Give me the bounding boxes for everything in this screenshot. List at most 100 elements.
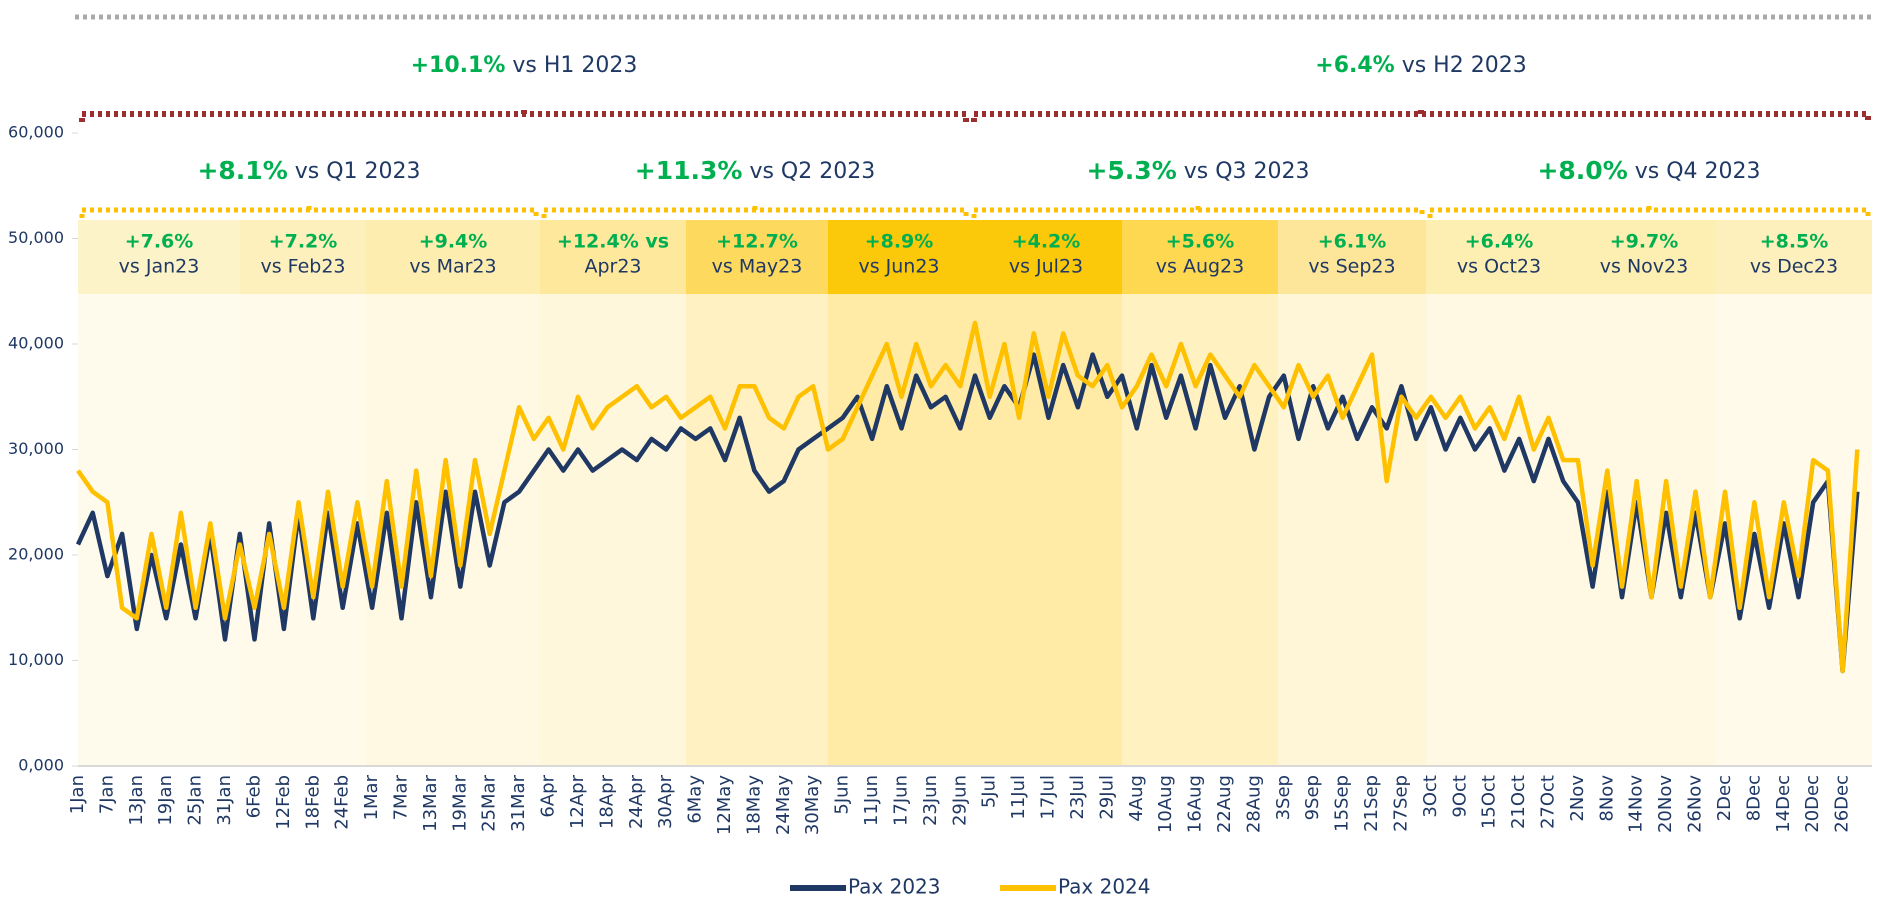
half-pct: +6.4% [1315,53,1394,78]
series-line [75,352,1860,674]
month-header [240,220,366,294]
x-tick-label: 7Jan [96,775,117,814]
x-tick-label: 19Jan [155,775,176,826]
x-tick-label: 2Dec [1714,775,1735,821]
half-text: vs H2 2023 [1395,53,1527,78]
x-tick-label: 29Jul [1096,775,1117,820]
y-tick-label: 20,000 [8,545,64,564]
x-tick-label: 10Aug [1155,775,1176,833]
month-band [540,294,686,766]
x-tick-label: 2Nov [1567,775,1588,822]
month-band [686,294,828,766]
x-tick-label: 17Jun [890,775,911,826]
x-tick-label: 1Jan [67,775,88,814]
month-pct: +12.4% vs [557,231,669,253]
month-header [970,220,1122,294]
bracket [1427,202,1871,218]
y-tick-label: 30,000 [8,439,64,458]
x-tick-label: 4Aug [1126,775,1147,822]
quarter-pct: +5.3% [1086,156,1176,185]
x-tick-label: 26Dec [1832,775,1853,833]
x-tick-label: 3Sep [1273,775,1294,820]
month-pct: +9.4% [419,231,488,253]
month-band [828,294,970,766]
month-pct: +7.6% [125,231,194,253]
x-tick-label: 13Jan [126,775,147,826]
x-tick-label: 24May [773,775,794,835]
x-tick-label: 11Jul [1008,775,1029,820]
x-tick-label: 5Jul [979,775,1000,808]
x-tick-label: 18Feb [302,775,323,830]
month-pct: +12.7% [716,231,798,253]
quarter-label: +11.3% vs Q2 2023 [635,156,875,185]
legend-label: Pax 2023 [848,875,941,899]
month-header [78,220,240,294]
bracket [541,202,969,218]
x-tick-label: 30Apr [655,774,676,829]
month-text: vs Jun23 [858,256,939,278]
quarter-text: vs Q3 2023 [1177,159,1310,184]
x-tick-label: 6Feb [243,775,264,818]
x-tick-label: 31Mar [508,774,529,831]
x-tick-label: 8Nov [1596,775,1617,822]
half-label: +10.1% vs H1 2023 [411,53,638,78]
x-tick-label: 24Feb [332,775,353,830]
series-line [76,320,1860,674]
x-tick-label: 5Jun [832,775,853,815]
month-band [1426,294,1572,766]
half-label: +6.4% vs H2 2023 [1315,53,1526,78]
x-tick-label: 21Sep [1361,775,1382,832]
quarter-pct: +8.1% [197,156,287,185]
x-tick-label: 28Aug [1243,775,1264,833]
x-tick-label: 29Jun [949,775,970,826]
x-tick-label: 26Nov [1685,775,1706,833]
quarter-label: +5.3% vs Q3 2023 [1086,156,1309,185]
x-tick-label: 16Aug [1185,775,1206,833]
x-tick-label: 14Nov [1626,775,1647,833]
x-tick-label: 13Mar [420,774,441,831]
month-header [686,220,828,294]
x-tick-label: 18Apr [596,774,617,829]
month-header [1122,220,1278,294]
x-tick-label: 1Mar [361,774,382,820]
x-tick-label: 6Apr [538,774,559,817]
x-tick-label: 24Apr [626,774,647,829]
x-tick-label: 23Jun [920,775,941,826]
y-tick-label: 10,000 [8,650,64,669]
month-text: vs May23 [712,256,803,278]
month-text: vs Jan23 [119,256,200,278]
month-band [78,294,240,766]
x-tick-label: 17Jul [1038,775,1059,820]
x-tick-label: 8Dec [1743,775,1764,821]
x-tick-label: 20Dec [1802,775,1823,833]
month-pct: +9.7% [1610,231,1679,253]
y-tick-label: 60,000 [8,123,64,142]
month-header [1426,220,1572,294]
x-tick-label: 7Mar [391,774,412,820]
bracket [971,202,1425,218]
month-header [1572,220,1716,294]
x-tick-label: 31Jan [214,775,235,826]
month-pct: +7.2% [269,231,338,253]
x-tick-label: 9Sep [1302,775,1323,820]
quarter-label: +8.1% vs Q1 2023 [197,156,420,185]
month-text: vs Dec23 [1750,256,1838,278]
y-tick-label: 0,000 [18,756,64,775]
month-pct: +8.5% [1760,231,1829,253]
month-pct: +6.4% [1465,231,1534,253]
y-tick-label: 50,000 [8,228,64,247]
month-text: vs Feb23 [261,256,346,278]
x-tick-label: 9Oct [1449,775,1470,818]
month-pct: +4.2% [1012,231,1081,253]
quarter-text: vs Q1 2023 [288,159,421,184]
month-text: vs Mar23 [409,256,496,278]
x-tick-label: 11Jun [861,775,882,826]
x-tick-label: 3Oct [1420,775,1441,818]
bracket [971,106,1871,122]
x-tick-label: 25Jan [185,775,206,826]
x-tick-label: 23Jul [1067,775,1088,820]
quarter-pct: +11.3% [635,156,743,185]
month-text: vs Nov23 [1600,256,1688,278]
month-text: Apr23 [584,256,641,278]
